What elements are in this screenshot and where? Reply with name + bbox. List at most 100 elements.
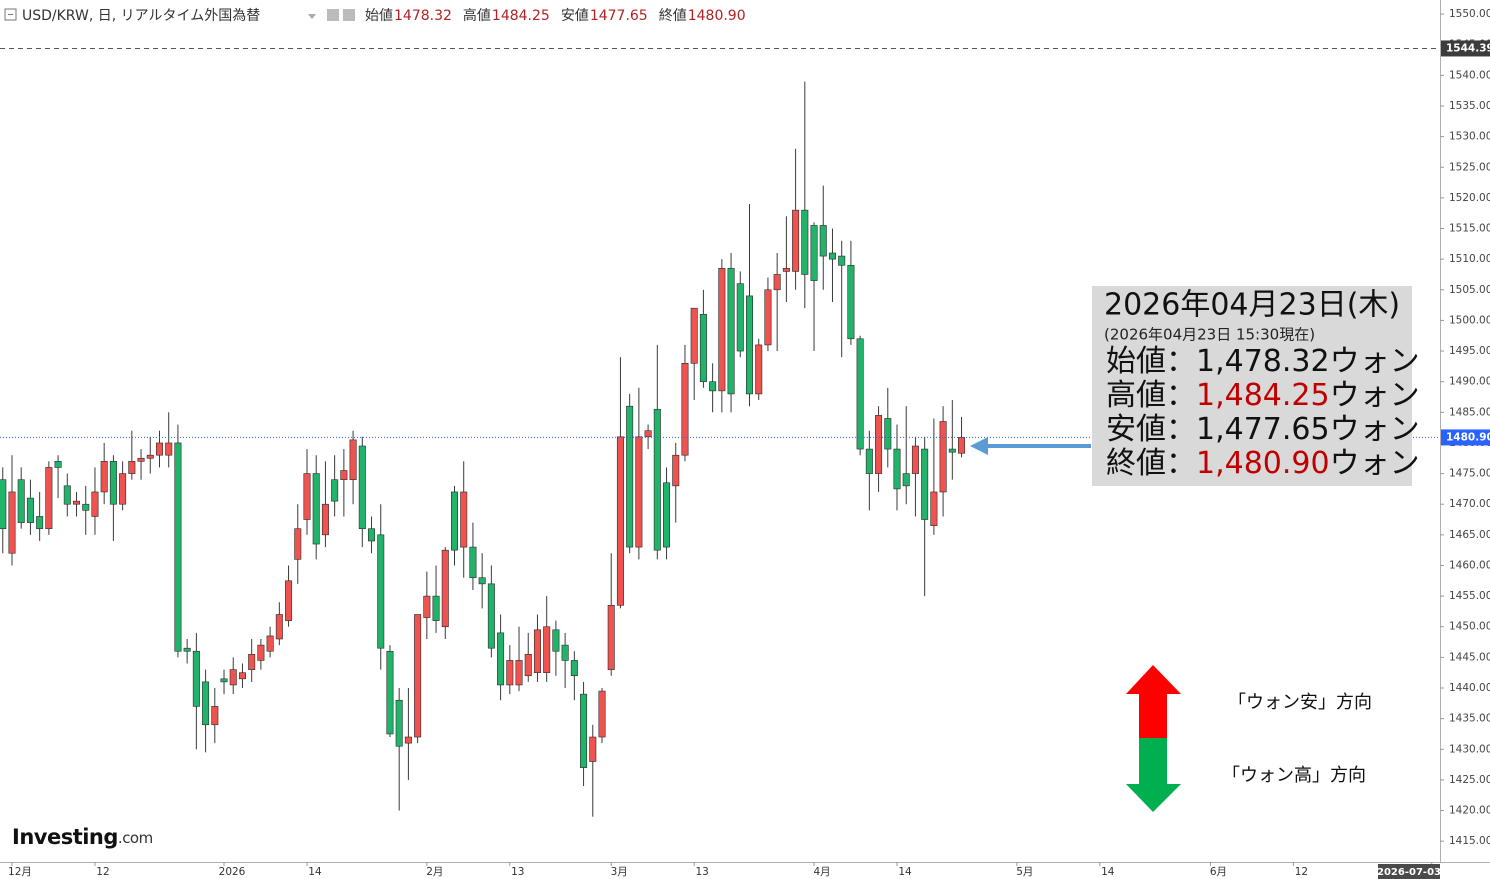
candle-body	[469, 546, 477, 579]
info-row: 始値：1,478.32ウォン	[1106, 344, 1420, 379]
candle-body	[17, 479, 25, 523]
candle-body	[736, 283, 744, 352]
x-tick-label: 6月	[1210, 866, 1227, 878]
info-row-sep: ：	[1166, 446, 1196, 481]
candle-body	[681, 363, 689, 456]
candle-body	[91, 491, 99, 517]
candle-body	[109, 461, 117, 505]
header-ohlc-name: 始値	[365, 8, 393, 24]
candle-body	[460, 491, 468, 548]
candle-body	[782, 268, 790, 272]
info-row: 終値：1,480.90ウォン	[1106, 446, 1420, 481]
candle-body	[589, 736, 597, 762]
y-tick-label: 1430.00	[1449, 743, 1490, 755]
y-tick-label: 1425.00	[1449, 774, 1490, 786]
candle-body	[497, 632, 505, 686]
candle-body	[801, 209, 809, 275]
info-row-value: 1,484.25	[1196, 378, 1330, 413]
candle-body	[73, 500, 81, 505]
x-tick-label: 14	[1101, 866, 1115, 878]
candle-body	[828, 252, 836, 260]
candle-body	[838, 255, 846, 266]
candle-body	[450, 491, 458, 551]
header-ohlc-name: 終値	[659, 8, 687, 24]
candle-body	[331, 479, 339, 502]
y-tick-label: 1505.00	[1449, 284, 1490, 296]
candle-body	[368, 528, 376, 542]
candle-body	[100, 461, 108, 493]
y-tick-label: 1525.00	[1449, 161, 1490, 173]
candle-body	[248, 654, 256, 670]
candle-body	[958, 437, 966, 454]
candle-body	[893, 448, 901, 490]
candle-body	[275, 614, 283, 640]
candle-body	[653, 408, 661, 551]
info-date: 2026年04月23日(木)	[1104, 288, 1400, 323]
candle-body	[543, 626, 551, 673]
info-row-sep: ：	[1166, 412, 1196, 447]
candle-body	[930, 491, 938, 526]
axes: 1415.00 1420.00 1425.00 1430.00 1435.00 1440.…	[0, 8, 1490, 879]
candle-body	[220, 678, 228, 683]
info-box	[1092, 286, 1412, 486]
candle-body	[165, 442, 173, 456]
candle-body	[939, 421, 947, 493]
candle-body	[441, 549, 449, 628]
candle-body	[755, 344, 763, 395]
candle-body	[377, 534, 385, 649]
candle-body	[202, 681, 210, 726]
info-row-sep: ：	[1166, 344, 1196, 379]
y-tick-label: 1550.00	[1449, 8, 1490, 20]
header-ohlc-value: 1480.90	[688, 8, 746, 24]
info-row-unit: ウォン	[1330, 412, 1420, 447]
candle-body	[238, 672, 246, 680]
candle-body	[884, 418, 892, 450]
candle-body	[921, 448, 929, 520]
dropdown-icon[interactable]	[308, 14, 316, 19]
collapse-icon[interactable]	[4, 8, 17, 21]
x-tick-label: 2月	[426, 866, 443, 878]
candle-body	[902, 473, 910, 487]
candle-body	[810, 225, 818, 281]
header-ohlc-name: 安値	[561, 8, 589, 24]
candle-body	[63, 485, 71, 505]
info-row: 高値：1,484.25ウォン	[1106, 378, 1420, 413]
pointer-arrow-head	[970, 437, 988, 455]
x-tick-label: 4月	[813, 866, 830, 878]
candle-body	[229, 669, 237, 686]
x-tick-label: 14	[898, 866, 912, 878]
info-row-name: 安値	[1106, 412, 1166, 447]
price-line-box	[1441, 429, 1490, 446]
candle-body	[570, 660, 578, 677]
candle-body	[432, 595, 440, 621]
info-row-sep: ：	[1166, 378, 1196, 413]
candle-body	[183, 647, 191, 652]
candle-body	[404, 736, 412, 744]
x-tick-label: 13	[511, 866, 524, 878]
y-tick-label: 1440.00	[1449, 682, 1490, 694]
candle-body	[414, 614, 422, 738]
candle-body	[266, 635, 274, 652]
logo-brand: Investing	[12, 825, 118, 849]
candle-body	[423, 595, 431, 618]
y-tick-label: 1495.00	[1449, 345, 1490, 357]
candle-body	[626, 405, 634, 548]
candle-body	[616, 436, 624, 606]
candle-body	[764, 289, 772, 346]
icon-eye[interactable]	[327, 9, 339, 21]
info-row-name: 始値	[1106, 344, 1166, 379]
x-tick-label: 13	[695, 866, 708, 878]
x-tick-label: 2026-07-03	[1377, 867, 1441, 878]
candle-body	[54, 461, 62, 468]
info-rows: 始値：1,478.32ウォン高値：1,484.25ウォン安値：1,477.65ウ…	[1106, 344, 1420, 481]
candle-body	[294, 528, 302, 560]
candle-body	[211, 706, 219, 726]
candle-body	[727, 268, 735, 395]
candle-body	[718, 268, 726, 392]
candle-body	[561, 644, 569, 661]
icon-settings[interactable]	[343, 9, 355, 21]
candle-body	[349, 439, 357, 481]
candle-body	[746, 295, 754, 395]
candle-body	[8, 491, 16, 554]
candle-body	[137, 457, 145, 462]
